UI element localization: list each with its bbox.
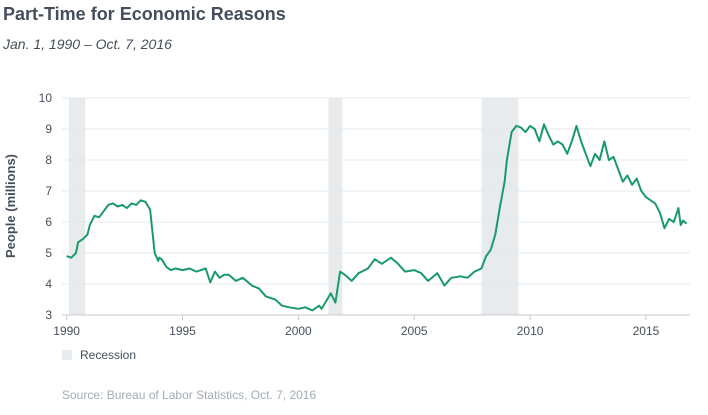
chart-subtitle: Jan. 1, 1990 – Oct. 7, 2016: [3, 36, 172, 52]
y-tick-label: 6: [45, 215, 52, 229]
recession-swatch: [62, 350, 72, 360]
recession-band-1: [328, 98, 343, 315]
x-tick-label: 2010: [517, 324, 544, 338]
x-tick-label: 2015: [633, 324, 660, 338]
x-tick-label: 1990: [53, 324, 80, 338]
y-tick-label: 10: [39, 91, 53, 105]
y-tick-label: 7: [45, 184, 52, 198]
y-tick-label: 3: [45, 308, 52, 322]
x-tick-label: 2000: [285, 324, 312, 338]
legend: Recession: [62, 348, 136, 362]
x-tick-label: 2005: [401, 324, 428, 338]
y-tick-label: 9: [45, 122, 52, 136]
x-tick-label: 1995: [169, 324, 196, 338]
y-tick-label: 5: [45, 246, 52, 260]
line-chart: 3 4 5 6 7 8 9 10 1990 1995 2000 2005 2010 2015 Peopl…: [3, 91, 690, 338]
chart-title: Part-Time for Economic Reasons: [3, 4, 286, 24]
y-tick-label: 8: [45, 153, 52, 167]
series-line-0: [66, 123, 688, 312]
y-axis-label: People (millions): [3, 154, 18, 258]
legend-label-recession: Recession: [80, 348, 137, 362]
y-tick-label: 4: [45, 277, 52, 291]
source-note: Source: Bureau of Labor Statistics, Oct.…: [62, 388, 317, 402]
recession-band-0: [68, 98, 86, 315]
